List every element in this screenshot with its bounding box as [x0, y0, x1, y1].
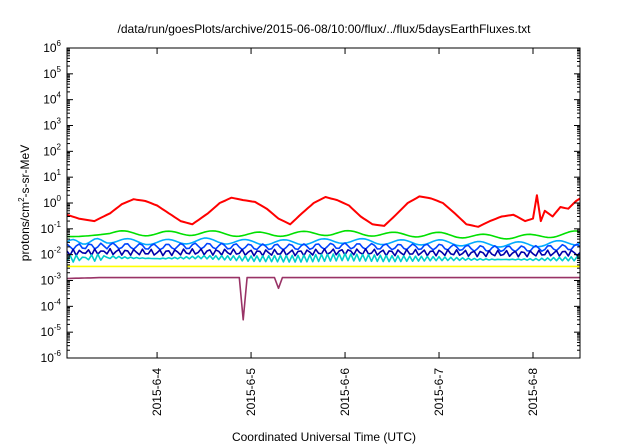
plot-frame	[66, 47, 581, 359]
series-line-6	[66, 252, 581, 263]
y-tick-label: 10-1	[41, 220, 62, 236]
y-tick-label: 10-5	[41, 323, 62, 339]
y-axis-label-post: -s-sr-MeV	[18, 145, 32, 198]
y-tick-label: 104	[43, 91, 61, 107]
y-tick-label: 105	[43, 65, 61, 81]
series-line-1	[66, 194, 581, 228]
x-axis: 2015-6-4 2015-6-5 2015-6-6 2015-6-7 2015-6-8	[150, 48, 540, 416]
y-tick-label: 10-3	[41, 272, 62, 288]
x-tick-label: 2015-6-5	[244, 368, 258, 416]
series-line-3	[66, 237, 581, 248]
series-line-2	[67, 229, 581, 240]
x-tick-label: 2015-6-8	[526, 368, 540, 416]
y-tick-label: 10-2	[41, 246, 62, 262]
x-axis-label: Coordinated Universal Time (UTC)	[232, 430, 416, 444]
x-tick-label: 2015-6-4	[150, 368, 164, 416]
series-layer	[66, 194, 581, 321]
y-axis-label: protons/cm2-s-sr-MeV	[17, 145, 32, 261]
y-axis-label-sup: 2	[17, 197, 26, 202]
series-line-8	[66, 276, 580, 321]
series-line-5	[66, 247, 581, 258]
y-axis: 106 105 104 103 102 101 100 10-1 10-2 10-3 10-4 10-…	[41, 39, 580, 365]
y-tick-label: 101	[43, 168, 61, 184]
y-tick-label: 103	[43, 117, 61, 133]
y-tick-label: 106	[43, 39, 61, 55]
x-tick-label: 2015-6-7	[432, 368, 446, 416]
y-tick-label: 100	[43, 194, 61, 210]
y-tick-label: 102	[43, 142, 61, 158]
chart-title: /data/run/goesPlots/archive/2015-06-08/1…	[118, 22, 532, 36]
y-tick-label: 10-4	[41, 297, 62, 313]
x-tick-label: 2015-6-6	[338, 368, 352, 416]
y-tick-label: 10-6	[41, 349, 62, 365]
y-axis-label-pre: protons/cm	[18, 202, 32, 261]
